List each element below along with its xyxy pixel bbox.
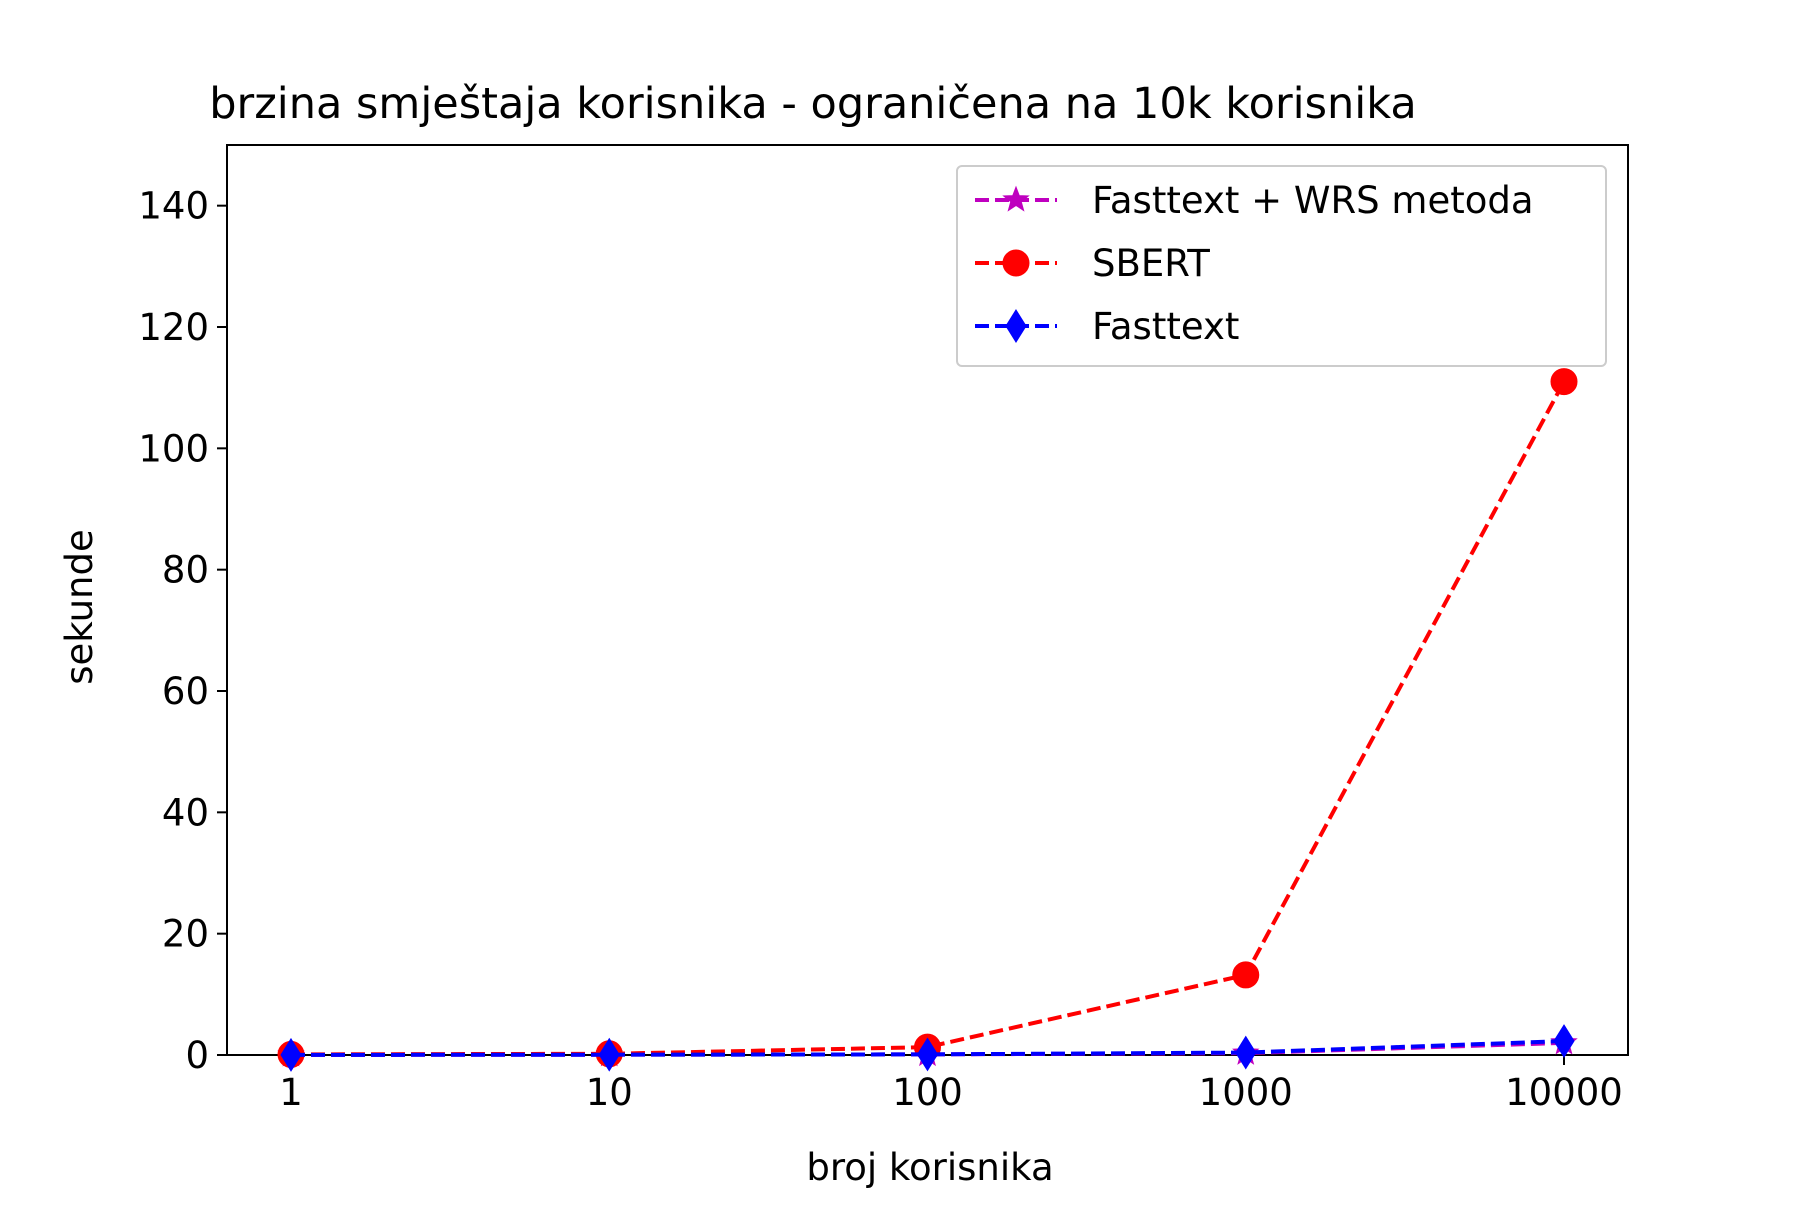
y-tick-label: 40: [162, 791, 209, 834]
data-point-1-3: [1232, 961, 1260, 989]
y-axis-label: sekunde: [58, 529, 101, 684]
y-tick-label: 60: [162, 670, 209, 713]
x-axis-label: broj korisnika: [806, 1146, 1053, 1189]
legend-label-2: Fasttext: [1092, 305, 1239, 348]
data-point-2-4: [1553, 1024, 1575, 1058]
legend-frame: [956, 165, 1607, 367]
data-point-2-0: [280, 1037, 302, 1072]
chart-title: brzina smještaja korisnika - ograničena …: [209, 79, 1416, 129]
legend: Fasttext + WRS metoda SBERT Fasttext: [956, 165, 1607, 367]
legend-label-1: SBERT: [1092, 242, 1210, 285]
legend-label-0: Fasttext + WRS metoda: [1092, 179, 1534, 222]
x-tick-label: 1: [279, 1071, 303, 1114]
legend-marker-1: [1002, 249, 1030, 277]
plot-area: 0 20 40 60 80 100 120 140 1 10 100 1000 10000: [138, 144, 1629, 1114]
y-tick-label: 100: [138, 427, 209, 470]
legend-marker-2: [1005, 309, 1027, 343]
y-tick-label: 0: [185, 1034, 209, 1077]
y-tick-label: 140: [138, 185, 209, 228]
series-line-2: [290, 1039, 1565, 1057]
x-tick-label: 10000: [1505, 1071, 1623, 1114]
x-tick-label: 1000: [1199, 1071, 1293, 1114]
x-tick-label: 10: [586, 1071, 633, 1114]
y-tick-label: 20: [162, 913, 209, 956]
legend-marker-0: [1002, 185, 1030, 212]
y-tick-label: 120: [138, 306, 209, 349]
data-point-1-4: [1550, 368, 1578, 396]
series-line-1: [290, 380, 1566, 1057]
x-tick-label: 100: [892, 1071, 963, 1114]
data-point-2-1: [598, 1037, 620, 1072]
data-point-2-3: [1235, 1035, 1257, 1070]
data-point-2-2: [916, 1037, 939, 1072]
y-tick-label: 80: [162, 549, 209, 592]
